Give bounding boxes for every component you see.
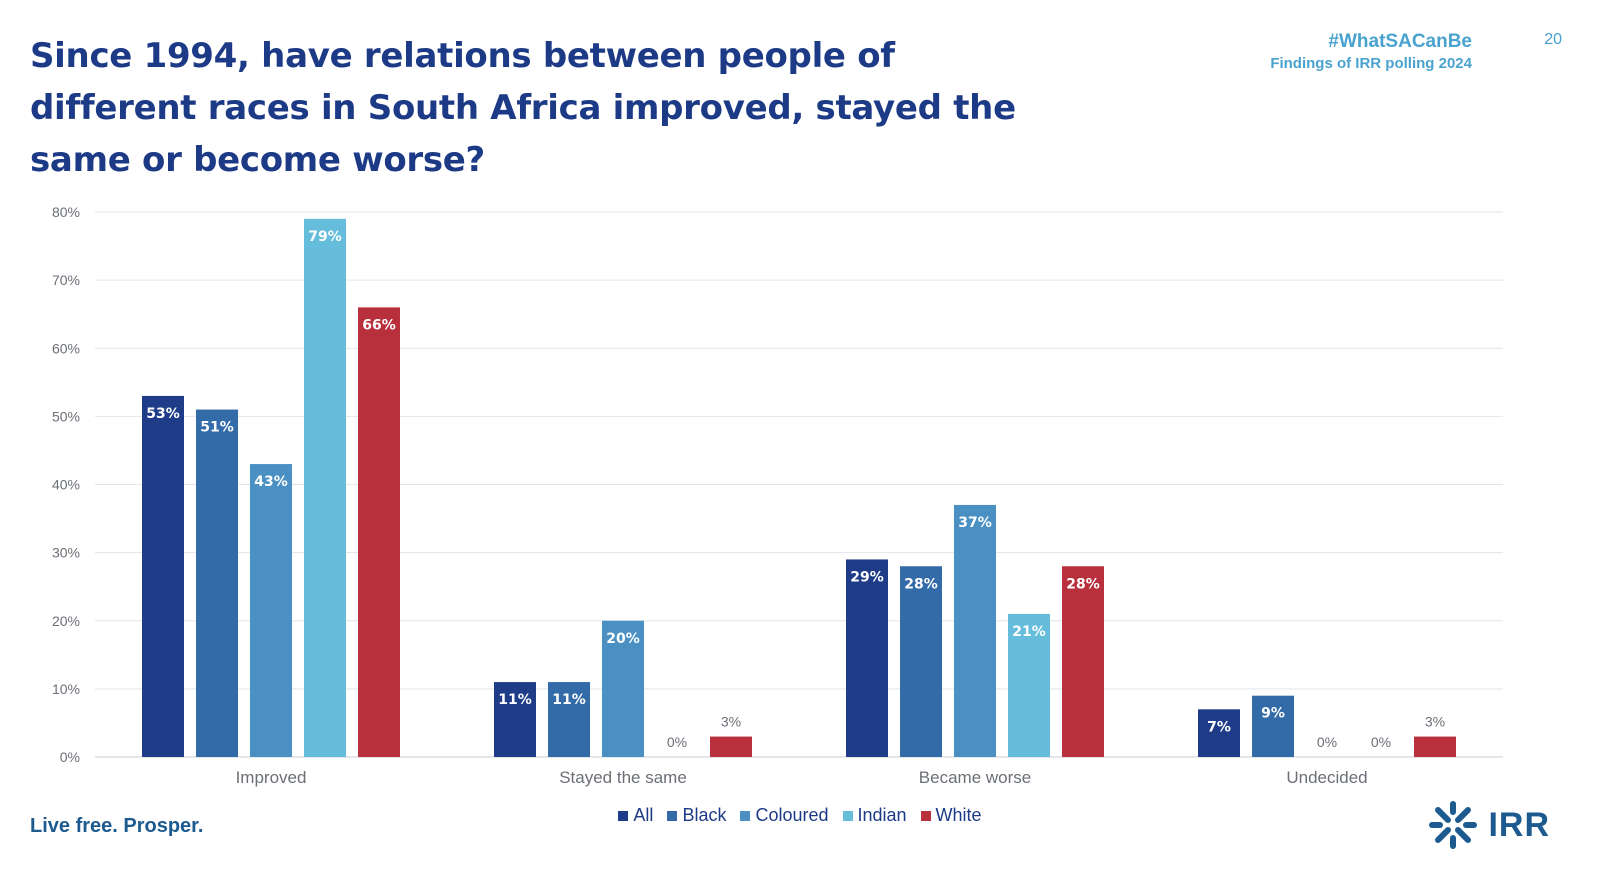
- bar-all: [1198, 709, 1240, 757]
- data-label: 37%: [958, 515, 992, 531]
- bar-coloured: [602, 620, 644, 757]
- y-tick-label: 60%: [52, 340, 80, 356]
- data-label: 3%: [721, 714, 741, 730]
- y-tick-label: 70%: [52, 272, 80, 288]
- bar-coloured: [954, 504, 996, 757]
- data-label: 3%: [1425, 714, 1445, 730]
- bar-black: [900, 566, 942, 757]
- legend-label: White: [935, 805, 982, 825]
- data-label: 51%: [200, 420, 234, 436]
- data-label: 11%: [552, 692, 586, 708]
- y-tick-label: 10%: [52, 681, 80, 697]
- y-tick-label: 20%: [52, 613, 80, 629]
- bar-white: [1414, 736, 1456, 757]
- page-number: 20: [1544, 31, 1562, 48]
- legend-swatch: [740, 810, 751, 821]
- data-label: 79%: [308, 229, 342, 245]
- legend-label: Indian: [857, 805, 907, 825]
- data-label: 9%: [1261, 706, 1285, 722]
- data-label: 66%: [362, 317, 396, 333]
- bar-white: [710, 736, 752, 757]
- chart-legend: All Black Coloured Indian White: [0, 805, 1600, 826]
- data-label: 28%: [904, 576, 938, 592]
- y-tick-label: 30%: [52, 545, 80, 561]
- bar-black: [196, 409, 238, 757]
- data-label: 0%: [667, 734, 687, 750]
- logo-text: IRR: [1488, 805, 1550, 844]
- data-label: 11%: [498, 692, 532, 708]
- legend-label: Black: [682, 805, 727, 825]
- irr-logo-icon: [1429, 801, 1478, 849]
- legend-item-white: White: [920, 805, 982, 826]
- x-category-label: Undecided: [1286, 768, 1367, 787]
- data-label: 43%: [254, 474, 288, 490]
- bar-all: [494, 682, 536, 757]
- y-tick-label: 80%: [52, 204, 80, 220]
- legend-item-coloured: Coloured: [740, 805, 829, 826]
- subtitle: Findings of IRR polling 2024: [1270, 55, 1472, 72]
- irr-logo: IRR: [1428, 800, 1550, 850]
- data-label: 7%: [1207, 719, 1231, 735]
- legend-swatch: [920, 810, 931, 821]
- bar-chart: 0% 10% 20% 30% 40% 50% 60% 70% 80% 53% 51% 43% 79% 66…: [52, 204, 1503, 787]
- legend-swatch: [667, 810, 678, 821]
- data-label: 0%: [1317, 734, 1337, 750]
- x-category-label: Became worse: [919, 768, 1031, 787]
- data-label: 29%: [850, 569, 884, 585]
- bar-indian: [1008, 613, 1050, 757]
- bar-black: [1252, 695, 1294, 757]
- legend-item-black: Black: [667, 805, 726, 826]
- bar-white: [1062, 566, 1104, 757]
- bar-black: [548, 682, 590, 757]
- legend-label: All: [633, 805, 654, 825]
- bar-indian: [304, 218, 346, 757]
- bar-coloured: [250, 464, 292, 757]
- legend-swatch: [618, 810, 629, 821]
- y-tick-label: 40%: [52, 477, 80, 493]
- data-label: 53%: [146, 406, 180, 422]
- legend-swatch: [842, 810, 853, 821]
- data-label: 20%: [606, 631, 640, 647]
- bar-all: [142, 395, 184, 757]
- y-tick-label: 0%: [60, 749, 80, 765]
- legend-item-all: All: [618, 805, 653, 826]
- bar-white: [358, 307, 400, 757]
- hashtag: #WhatSACanBe: [1328, 31, 1472, 52]
- data-label: 21%: [1012, 624, 1046, 640]
- bar-all: [846, 559, 888, 757]
- tagline: Live free. Prosper.: [30, 815, 204, 837]
- x-category-label: Improved: [236, 768, 307, 787]
- data-label: 28%: [1066, 576, 1100, 592]
- legend-label: Coloured: [755, 805, 829, 825]
- legend-item-indian: Indian: [842, 805, 907, 826]
- data-label: 0%: [1371, 734, 1391, 750]
- y-tick-label: 50%: [52, 408, 80, 424]
- page-title: Since 1994, have relations between peopl…: [30, 36, 1016, 180]
- x-category-label: Stayed the same: [559, 768, 687, 787]
